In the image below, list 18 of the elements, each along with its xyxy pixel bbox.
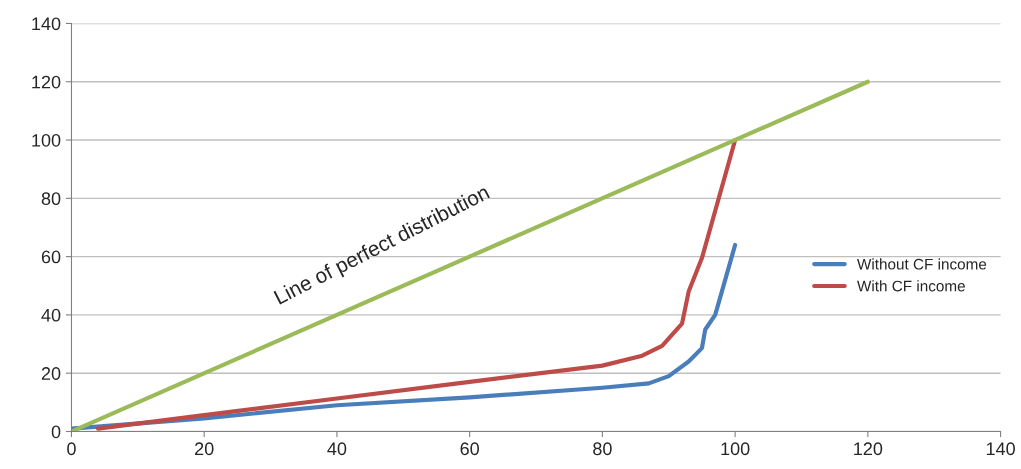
y-tick-label: 60 (41, 250, 61, 264)
y-tick-label: 0 (51, 425, 61, 439)
y-tick-label: 140 (32, 17, 61, 31)
legend-label: With CF income (857, 280, 965, 292)
y-tick-label: 80 (41, 192, 61, 206)
y-tick-label: 100 (32, 133, 61, 147)
x-tick-label: 60 (460, 442, 479, 456)
x-tick-label: 120 (854, 442, 883, 456)
x-tick-label: 140 (986, 442, 1015, 456)
x-tick-label: 80 (593, 442, 612, 456)
y-tick-label: 40 (41, 308, 61, 322)
x-tick-label: 20 (195, 442, 214, 456)
y-tick-label: 120 (32, 75, 61, 89)
legend-label: Without CF income (857, 258, 987, 270)
x-tick-label: 40 (327, 442, 347, 456)
x-tick-label: 0 (67, 442, 76, 456)
x-tick-label: 100 (721, 442, 750, 456)
y-tick-label: 20 (41, 367, 61, 380)
